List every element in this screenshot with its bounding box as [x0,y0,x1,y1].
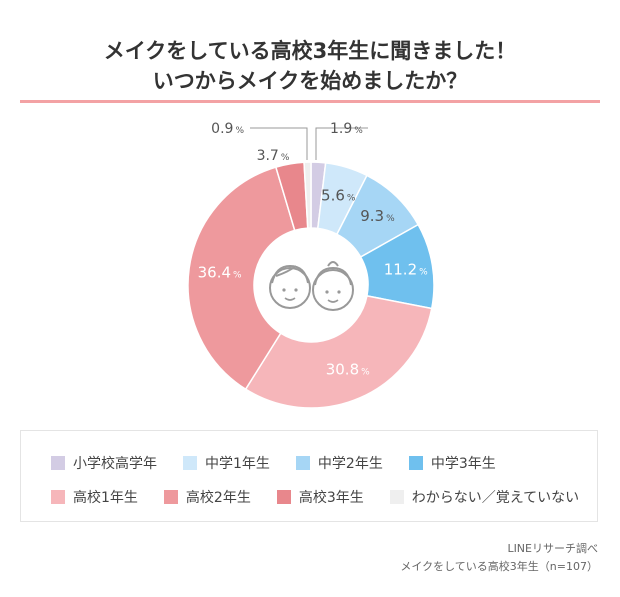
slice-5 [244,294,433,409]
legend-label: 中学3年生 [430,456,496,472]
legend-item: 小学校高学年 [51,453,157,473]
data-label-8: 0.9% [211,121,244,137]
legend-row: 高校1年生 高校2年生 高校3年生 わからない／覚えていない [51,487,605,507]
data-label-4: 11.2% [384,261,428,279]
chart-title-line2: いつからメイクを始めましたか？ [152,69,468,93]
legend-item: わからない／覚えていない [389,487,580,507]
legend-swatch [183,456,197,470]
legend-label: 小学校高学年 [73,456,157,472]
title-divider [20,100,600,103]
legend-item: 高校3年生 [276,487,364,507]
data-label-5: 30.8% [326,361,370,379]
legend-item: 中学1年生 [183,453,270,473]
data-label-2: 5.6% [321,187,356,205]
slice-8 [303,161,312,229]
legend-swatch [408,456,423,470]
legend-swatch [295,456,310,470]
leader-line-8 [250,127,308,160]
source-line2: メイクをしている高校3年生（n=107） [400,560,598,573]
legend-item: 中学3年生 [408,453,496,473]
donut-chart: 1.9 % 5.6 %9.3 % 11.2 % 30.8 % 36.4 % 3.7 % 0.9% [187,121,435,409]
data-label-6: 36.4% [198,264,242,282]
leader-lines [250,127,368,160]
slice-6 [187,166,296,391]
legend-item: 高校2年生 [163,487,251,507]
legend-label: 高校3年生 [298,490,364,506]
legend-label: 高校1年生 [73,490,138,506]
chart-title: メイクをしている高校3年生に聞きました！ いつからメイクを始めましたか？ [0,36,620,96]
two-girls-face-icon [269,261,354,311]
legend-label: 中学2年生 [317,456,383,472]
donut-slices [187,161,435,409]
data-label-3: 9.3% [360,207,395,225]
legend-swatch [51,456,65,470]
legend-item: 中学2年生 [295,453,383,473]
legend-swatch [389,490,404,504]
legend-row: 小学校高学年 中学1年生 中学2年生 中学3年生 [51,453,522,473]
legend: 小学校高学年 中学1年生 中学2年生 中学3年生 高校1年生 高校2年生 高校3年生 わから… [20,430,598,522]
legend-swatch [276,490,291,504]
legend-label: 高校2年生 [185,490,251,506]
data-label-7: 3.7% [257,148,290,164]
legend-label: わからない／覚えていない [411,490,580,506]
legend-swatch [163,490,178,504]
source-note: LINEリサーチ調べ メイクをしている高校3年生（n=107） [400,540,598,576]
data-label-1: 1.9% [330,121,363,137]
data-labels: 1.9 % 5.6 %9.3 % 11.2 % 30.8 % 36.4 % 3.7 % 0.9% [198,121,429,379]
legend-item: 高校1年生 [51,487,138,507]
legend-label: 中学1年生 [205,456,270,472]
leader-line-1 [315,127,368,160]
source-line1: LINEリサーチ調べ [507,542,598,555]
chart-title-line1: メイクをしている高校3年生に聞きました！ [103,39,517,63]
legend-swatch [51,490,65,504]
